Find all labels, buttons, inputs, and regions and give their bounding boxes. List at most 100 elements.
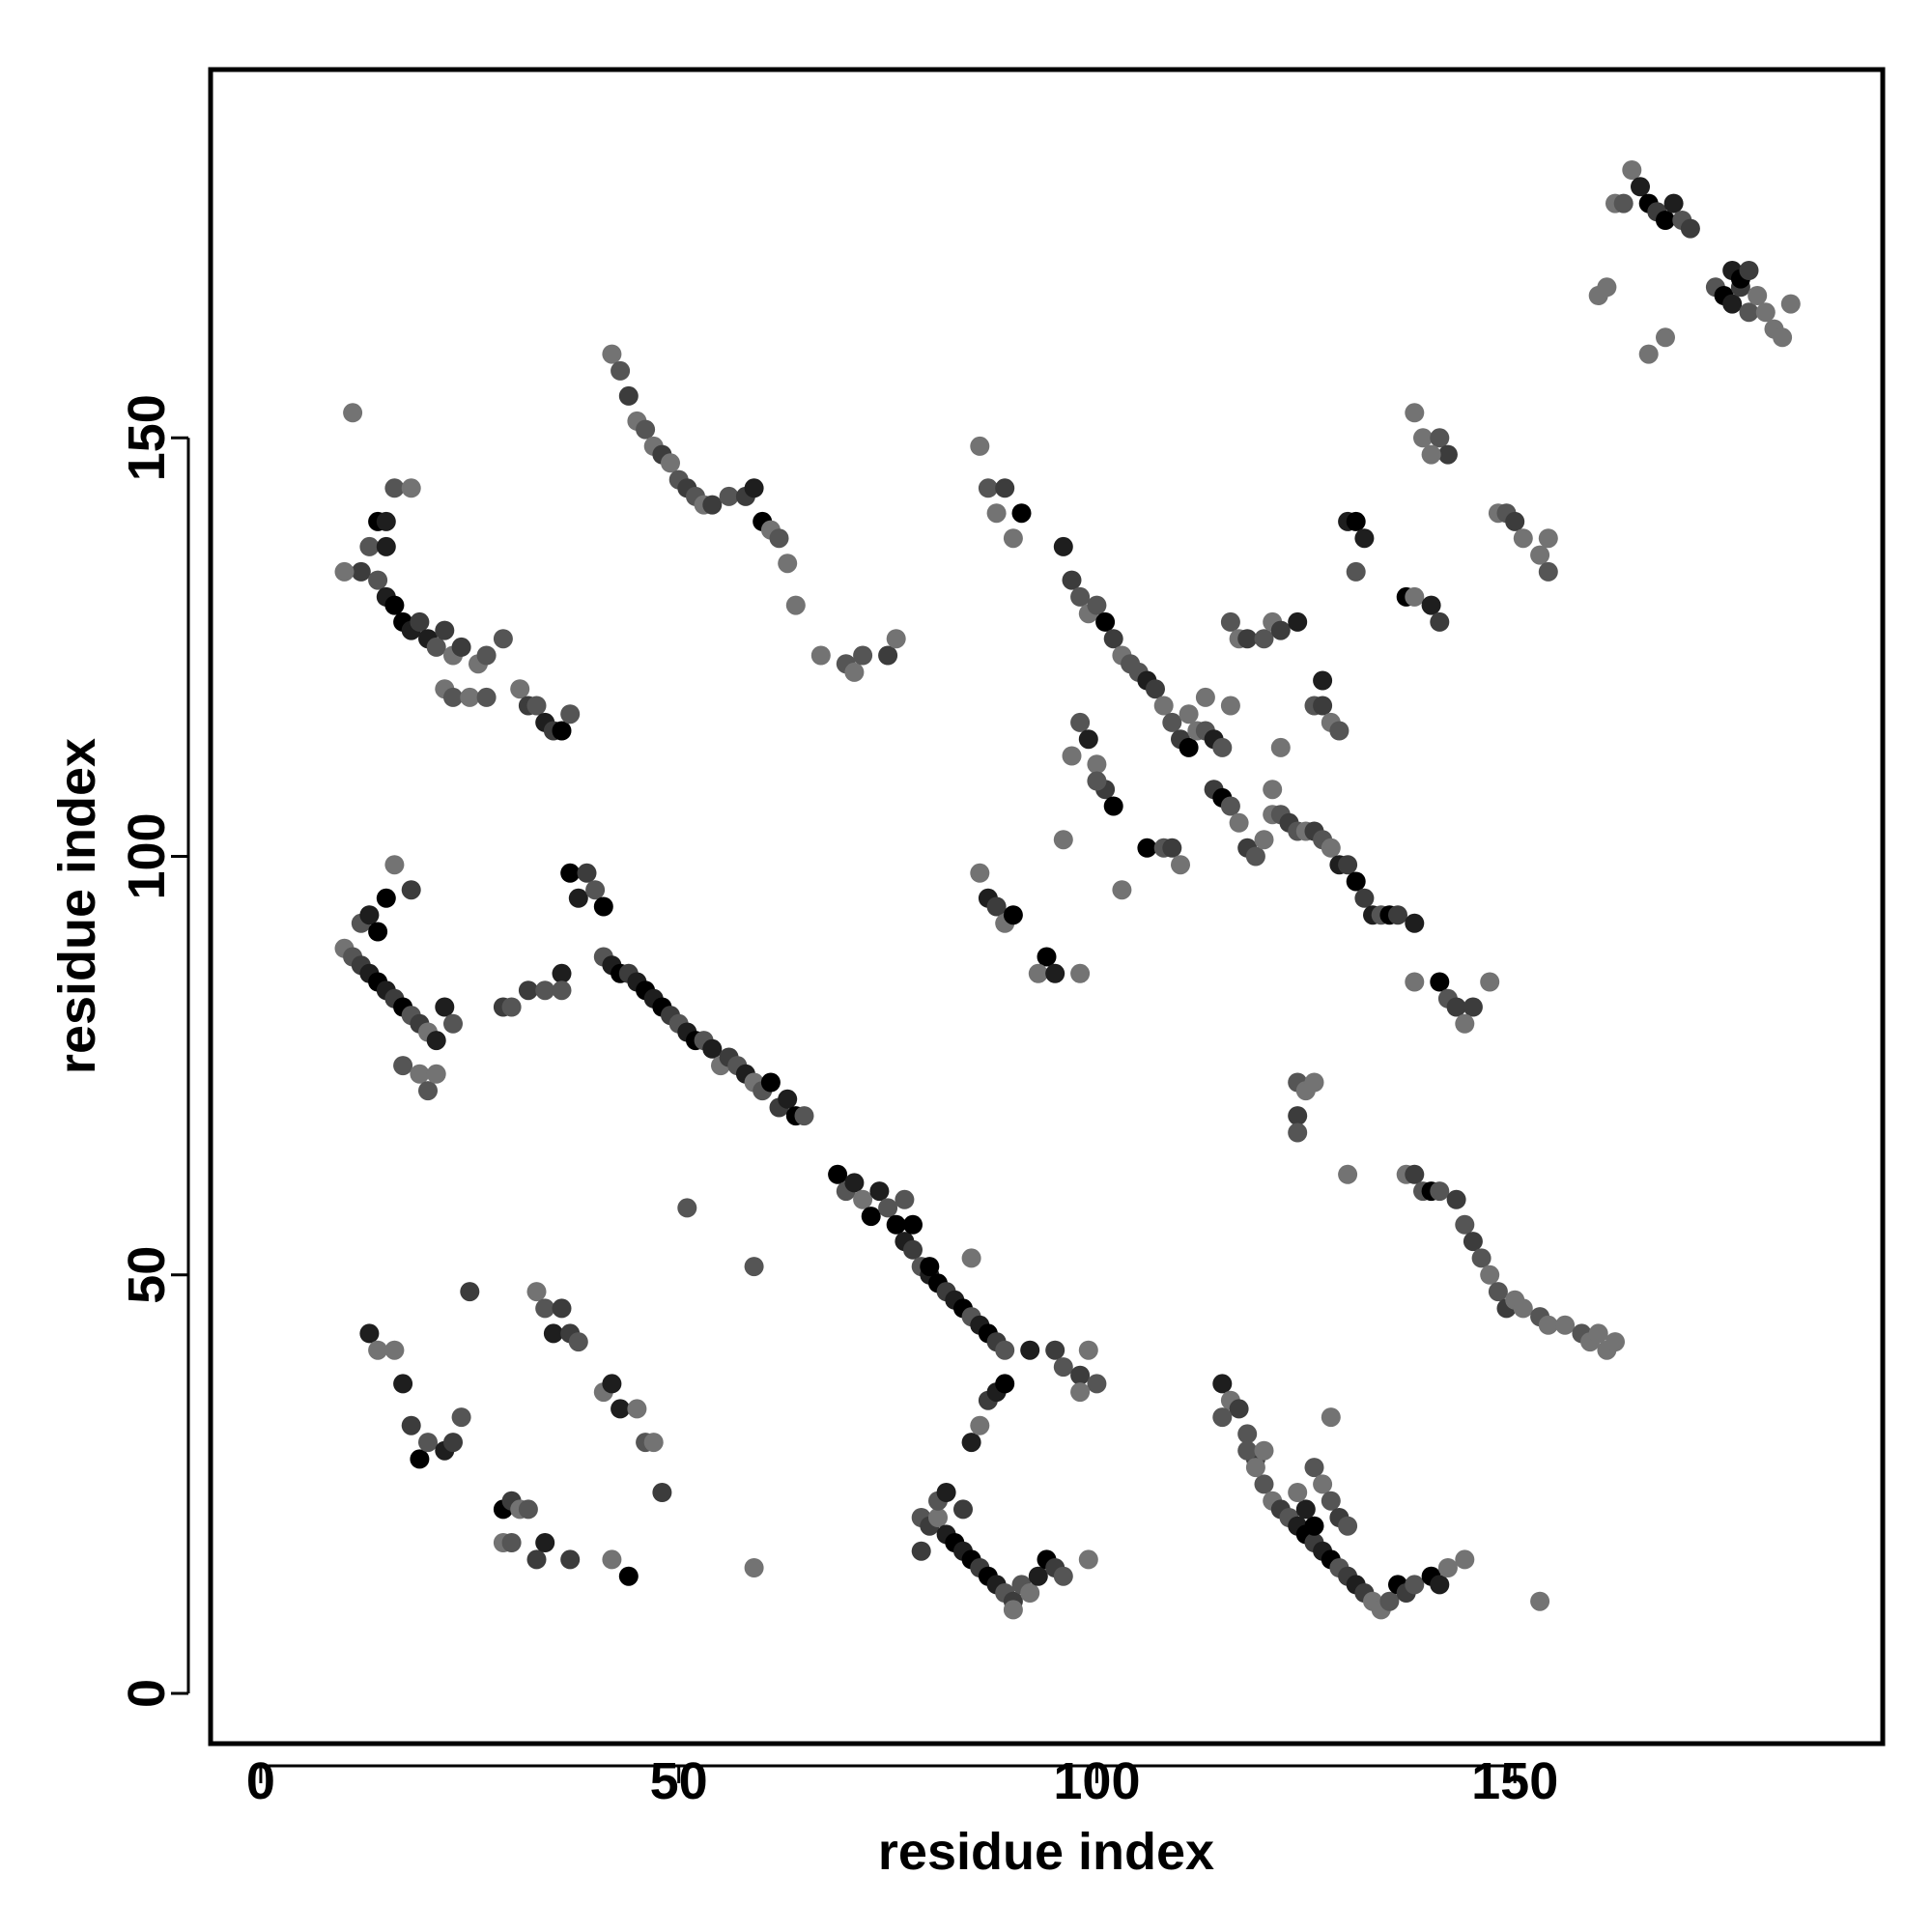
data-point [526, 1282, 547, 1302]
data-point [1095, 611, 1116, 632]
data-point [501, 1533, 522, 1552]
data-point [1346, 561, 1366, 582]
data-point [1430, 611, 1450, 632]
data-point [368, 922, 388, 942]
data-point [568, 1332, 588, 1352]
data-point [451, 637, 471, 657]
data-point [1354, 528, 1375, 549]
data-point [995, 478, 1015, 498]
data-point [552, 980, 572, 1001]
data-point [1346, 871, 1366, 892]
data-point [1663, 193, 1684, 213]
data-point [1421, 444, 1441, 465]
data-point [518, 980, 538, 1001]
data-point [652, 1483, 672, 1502]
data-point [1288, 1106, 1308, 1126]
data-point [443, 1433, 463, 1453]
data-point [1146, 679, 1165, 699]
data-point [744, 1558, 764, 1577]
data-point [602, 1374, 622, 1394]
data-point [1455, 1549, 1475, 1570]
data-point [1171, 855, 1190, 875]
data-point [1656, 211, 1675, 230]
data-point [1220, 796, 1240, 816]
data-point [618, 1566, 639, 1586]
data-point [911, 1541, 931, 1561]
data-point [1597, 277, 1617, 298]
data-point [426, 1064, 446, 1084]
data-point [1112, 880, 1132, 900]
data-point [1237, 629, 1258, 649]
data-point [393, 1056, 413, 1076]
data-point [1254, 1440, 1274, 1461]
data-point [878, 1198, 898, 1218]
data-point [1003, 905, 1023, 925]
data-point [1078, 729, 1098, 750]
data-point [1313, 670, 1333, 691]
data-point [1195, 687, 1215, 707]
data-point [1471, 1248, 1492, 1268]
data-point [1103, 629, 1123, 649]
data-point [886, 629, 906, 649]
data-point [1053, 536, 1073, 556]
data-point [1103, 796, 1123, 816]
data-point [1313, 696, 1333, 716]
data-point [593, 896, 613, 917]
data-point [702, 1038, 723, 1059]
data-point [1346, 511, 1366, 531]
data-point [1288, 1483, 1308, 1502]
data-point [1488, 1282, 1508, 1302]
data-point [1037, 947, 1057, 967]
data-points [334, 160, 1801, 1620]
data-point [435, 997, 455, 1017]
data-point [1078, 1549, 1098, 1570]
data-point [460, 687, 480, 707]
data-point [560, 1549, 581, 1570]
data-point [661, 453, 680, 473]
data-point [1773, 327, 1793, 348]
data-point [1638, 344, 1659, 364]
data-point [435, 620, 455, 640]
data-point [552, 721, 572, 741]
data-point [1538, 1315, 1558, 1335]
data-point [384, 478, 405, 498]
data-point [1220, 696, 1240, 716]
data-point [1011, 503, 1032, 524]
data-point [418, 1433, 438, 1453]
data-point [1321, 1407, 1341, 1428]
data-point [1338, 1164, 1358, 1184]
data-point [1028, 1566, 1048, 1586]
data-point [518, 1499, 538, 1520]
data-point [618, 385, 639, 406]
data-point [1405, 403, 1425, 423]
data-point [368, 570, 388, 590]
data-point [1446, 1189, 1466, 1209]
data-point [426, 1031, 446, 1051]
data-point [577, 863, 597, 883]
data-point [828, 1164, 848, 1184]
data-point [401, 880, 421, 900]
data-point [1020, 1583, 1040, 1603]
data-point [1338, 1516, 1358, 1536]
data-point [535, 980, 555, 1001]
data-point [1437, 1558, 1458, 1577]
data-point [393, 1374, 413, 1394]
data-point [778, 554, 798, 574]
data-point [1288, 611, 1308, 632]
data-point [535, 1298, 555, 1319]
data-point [1028, 963, 1048, 983]
data-point [1622, 160, 1642, 180]
data-point [384, 1340, 405, 1360]
x-tick-label: 150 [1471, 1752, 1558, 1810]
data-point [953, 1499, 973, 1520]
x-tick-label: 100 [1053, 1752, 1140, 1810]
data-point [443, 687, 463, 707]
data-point [1588, 1323, 1608, 1344]
data-point [1137, 838, 1157, 858]
plot-frame [208, 67, 1886, 1747]
data-point [1053, 1357, 1073, 1378]
data-point [526, 1549, 547, 1570]
data-point [844, 662, 865, 682]
data-point [543, 1323, 563, 1344]
